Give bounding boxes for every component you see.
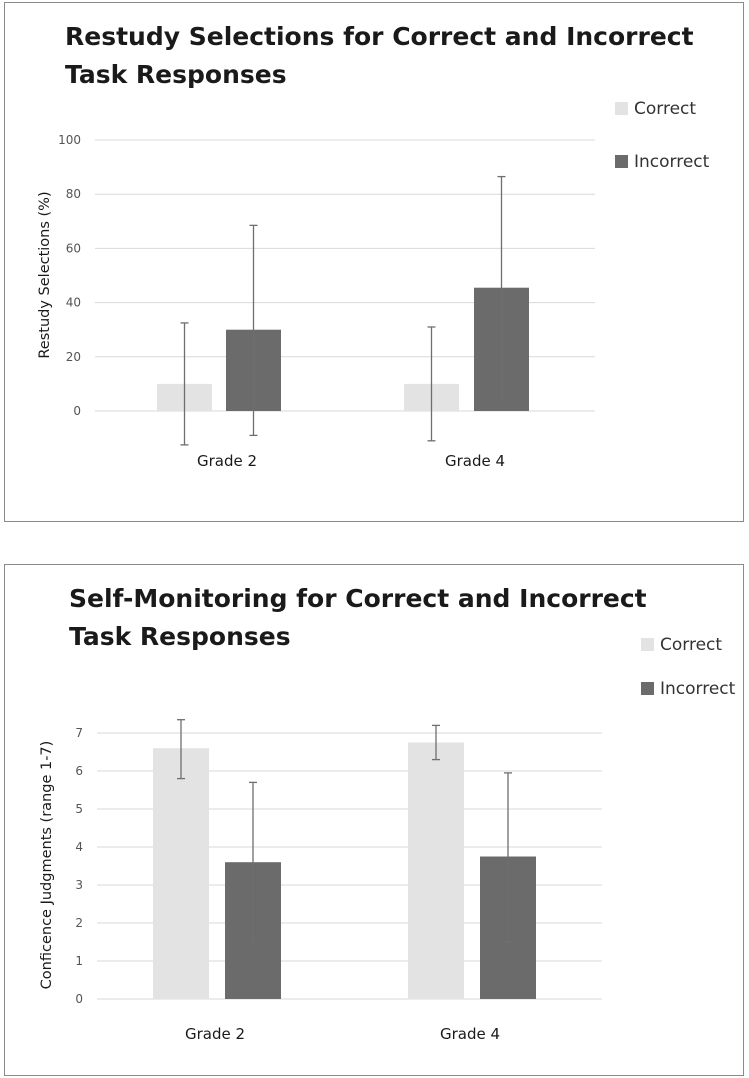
bar-correct	[408, 742, 464, 999]
y-tick-label: 1	[75, 954, 83, 968]
confidence-chart: Self-Monitoring for Correct and Incorrec…	[39, 584, 736, 1043]
y-tick-label: 7	[75, 726, 83, 740]
legend-swatch-incorrect	[641, 682, 654, 695]
restudy-chart: Restudy Selections for Correct and Incor…	[37, 22, 710, 470]
bar-correct	[153, 748, 209, 999]
chart-title-line-1: Restudy Selections for Correct and Incor…	[65, 22, 694, 51]
legend-label-correct: Correct	[634, 99, 696, 119]
y-tick-label: 3	[75, 878, 83, 892]
y-tick-label: 100	[58, 133, 81, 147]
y-axis-label: Conficence Judgments (range 1-7)	[39, 741, 55, 990]
chart-title-line-2: Task Responses	[65, 60, 287, 89]
restudy-chart-panel: Restudy Selections for Correct and Incor…	[4, 2, 744, 522]
y-tick-label: 80	[66, 187, 81, 201]
x-category-label: Grade 4	[445, 452, 505, 470]
x-category-label: Grade 2	[185, 1025, 245, 1043]
x-category-label: Grade 2	[197, 452, 257, 470]
y-tick-label: 5	[75, 802, 83, 816]
legend-swatch-correct	[641, 638, 654, 651]
y-tick-label: 2	[75, 916, 83, 930]
y-tick-label: 0	[73, 404, 81, 418]
chart-title-line-1: Self-Monitoring for Correct and Incorrec…	[69, 584, 647, 613]
legend-label-incorrect: Incorrect	[660, 679, 736, 699]
y-tick-label: 40	[66, 296, 81, 310]
y-tick-label: 20	[66, 350, 81, 364]
x-category-label: Grade 4	[440, 1025, 500, 1043]
legend-label-correct: Correct	[660, 635, 722, 655]
y-tick-label: 4	[75, 840, 83, 854]
y-axis-label: Restudy Selections (%)	[37, 191, 53, 358]
legend-swatch-correct	[615, 102, 628, 115]
y-tick-label: 60	[66, 241, 81, 255]
legend-label-incorrect: Incorrect	[634, 152, 710, 172]
y-tick-label: 6	[75, 764, 83, 778]
chart-title-line-2: Task Responses	[69, 622, 291, 651]
confidence-chart-panel: Self-Monitoring for Correct and Incorrec…	[4, 564, 744, 1076]
y-tick-label: 0	[75, 992, 83, 1006]
legend-swatch-incorrect	[615, 155, 628, 168]
